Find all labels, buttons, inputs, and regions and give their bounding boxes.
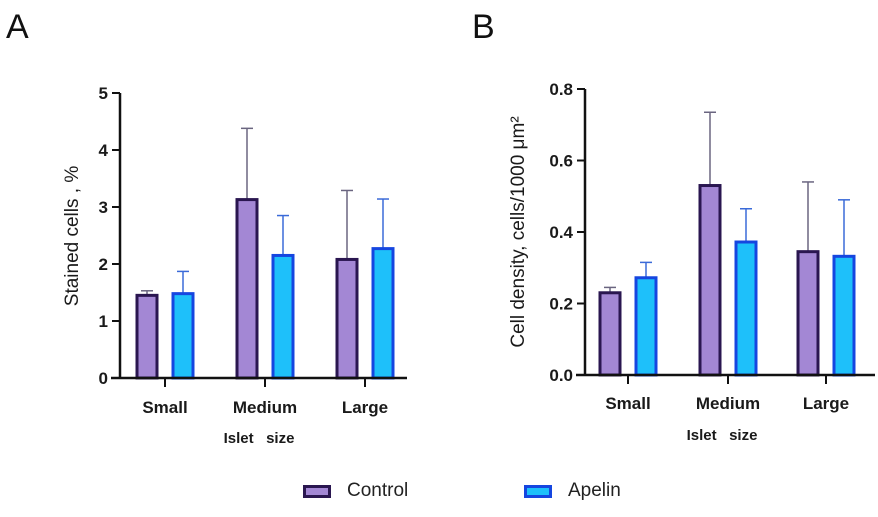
x-category-label: Large — [803, 394, 849, 413]
bar-apelin-large — [371, 247, 395, 380]
x-axis-title: Islet size — [224, 430, 295, 447]
y-tick-label: 4 — [99, 141, 109, 160]
x-category-label: Medium — [233, 398, 297, 417]
y-axis-title: Cell density, cells/1000 μm² — [508, 116, 529, 347]
x-category-label: Medium — [696, 394, 760, 413]
legend-swatch-apelin — [524, 484, 552, 498]
legend: Control Apelin — [0, 480, 878, 510]
panel-b-letter: B — [472, 8, 495, 46]
bar-control-medium — [235, 198, 259, 380]
bar-apelin-large — [832, 254, 856, 377]
chart-a: 0 1 2 3 4 5 Small Medium Large Islet size Stained … — [62, 84, 407, 447]
bar-control-large — [335, 257, 359, 380]
y-tick-label: 0 — [99, 369, 108, 388]
bar-control-small — [135, 293, 159, 380]
y-tick-label: 0.8 — [549, 80, 573, 99]
legend-label-control: Control — [347, 480, 409, 501]
y-tick-label: 0.6 — [549, 152, 573, 171]
x-category-label: Small — [605, 394, 650, 413]
legend-item-control: Control — [303, 480, 408, 502]
bar-control-small — [598, 291, 622, 377]
y-tick-label: 0.4 — [549, 223, 573, 242]
panel-a-letter: A — [6, 8, 29, 46]
y-axis-title: Stained cells , % — [62, 166, 83, 307]
y-tick-label: 5 — [99, 84, 108, 103]
bar-control-medium — [698, 184, 722, 377]
y-tick-label: 2 — [99, 255, 108, 274]
x-category-label: Small — [142, 398, 187, 417]
y-tick-label: 0.2 — [549, 295, 573, 314]
bar-apelin-small — [171, 292, 195, 380]
chart-b: 0.0 0.2 0.4 0.6 0.8 Small Medium Large Islet siz… — [508, 80, 875, 444]
bar-apelin-medium — [271, 253, 295, 380]
bar-apelin-medium — [734, 240, 758, 377]
legend-swatch-control — [303, 484, 331, 498]
bar-apelin-small — [634, 276, 658, 377]
y-tick-label: 1 — [99, 312, 108, 331]
y-tick-label: 0.0 — [549, 366, 573, 385]
legend-item-apelin: Apelin — [524, 480, 621, 502]
y-tick-label: 3 — [99, 198, 108, 217]
legend-label-apelin: Apelin — [568, 480, 621, 501]
bar-control-large — [796, 250, 820, 377]
x-category-label: Large — [342, 398, 388, 417]
x-axis-title: Islet size — [687, 427, 758, 444]
